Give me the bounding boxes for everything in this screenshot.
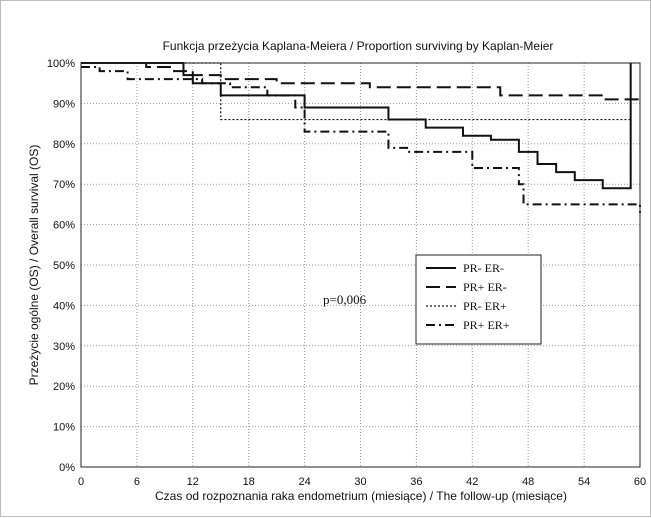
y-axis-title: Przeżycie ogólne (OS) / Overall survival… [27,145,41,386]
x-tick-label: 24 [298,476,310,488]
legend-label: PR- ER- [463,261,504,275]
legend: PR- ER- PR+ ER- PR- ER+ PR+ ER+ [415,254,542,345]
series-lines [81,62,641,213]
x-tick-label: 42 [466,476,478,488]
grid [81,63,640,467]
x-tick-label: 60 [634,476,646,488]
x-axis-title: Czas od rozpoznania raka endometrium (mi… [155,489,567,503]
y-tick-label: 80% [53,139,75,151]
series-line-3 [81,62,632,189]
plot-area-border [80,62,641,468]
x-tick-label: 48 [522,476,534,488]
legend-label: PR+ ER+ [463,318,510,332]
y-tick-label: 90% [53,98,75,110]
y-tick-label: 60% [53,220,75,232]
x-tick-label: 6 [134,476,140,488]
series-line-1 [81,62,632,190]
p-value-annotation: p=0,006 [323,292,367,307]
x-tick-label: 18 [243,476,255,488]
y-tick-label: 0% [59,462,75,474]
y-tick-label: 50% [53,260,75,272]
x-tick-label: 0 [78,476,84,488]
legend-label: PR+ ER- [463,280,507,294]
x-tick-label: 12 [187,476,199,488]
y-tick-label: 70% [53,179,75,191]
y-tick-label: 20% [53,381,75,393]
x-tick-label: 54 [578,476,590,488]
legend-box [415,254,542,345]
x-tick-label: 36 [410,476,422,488]
y-tick-label: 40% [53,300,75,312]
y-tick-label: 30% [53,341,75,353]
series-line-4 [81,66,641,213]
y-tick-label: 10% [53,422,75,434]
x-tick-label: 30 [354,476,366,488]
legend-label: PR- ER+ [463,299,507,313]
chart-title: Funkcja przeżycia Kaplana-Meiera / Propo… [163,39,554,53]
series-line-2 [81,62,640,101]
tick-labels: 0 6 12 18 24 30 36 42 48 54 60 0% 10% 20% 30% 40% 50% 60%… [47,58,646,488]
y-tick-label: 100% [47,58,75,70]
